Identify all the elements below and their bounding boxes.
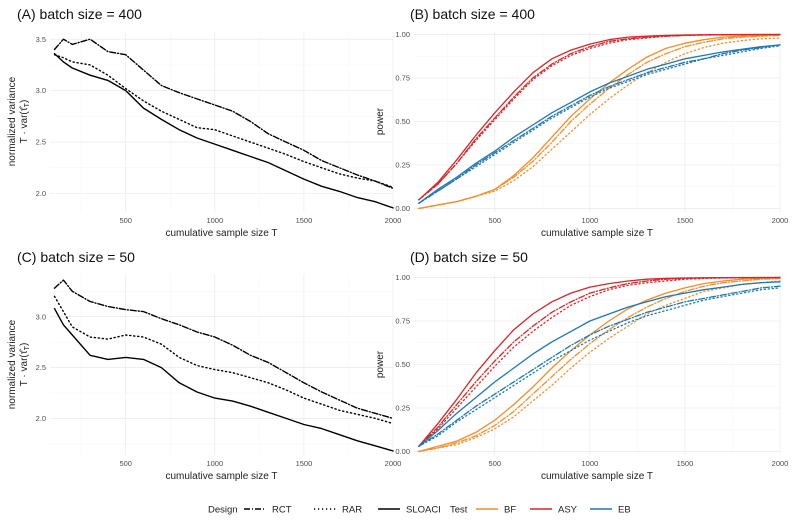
y-tick-label: 2.5: [36, 363, 46, 372]
x-tick-label: 1000: [206, 459, 223, 468]
series-line-eb-sloaci: [418, 281, 781, 447]
x-axis-title: cumulative sample size T: [165, 471, 277, 482]
y-tick-label: 3.5: [36, 35, 46, 44]
x-tick-label: 1500: [677, 216, 694, 225]
legend-design-title: Design: [208, 505, 238, 516]
series-line-asy-sloaci: [418, 33, 781, 201]
y-axis-title: power: [375, 350, 386, 378]
series-line-eb-rct: [418, 285, 781, 447]
series-line-rar: [53, 295, 394, 425]
x-tick-label: 2000: [772, 216, 789, 225]
legend-label-bf: BF: [504, 505, 516, 516]
panel-c: 500 1000 1500 2000 2.0 2.5 3.0 (C) batch size =…: [7, 249, 401, 482]
series-line-eb-sloaci: [418, 44, 781, 204]
legend-test-title: Test: [450, 505, 468, 516]
x-tick-label: 500: [489, 216, 502, 225]
x-tick-label: 1500: [296, 459, 313, 468]
y-tick-label: 2.0: [36, 414, 46, 423]
x-tick-label: 1500: [296, 216, 313, 225]
legend-label-sloaci: SLOACI: [406, 505, 441, 516]
x-axis-title: cumulative sample size T: [541, 471, 653, 482]
series-line-bf-sloaci: [418, 277, 781, 453]
panel-a: 500 1000 1500 2000 2.0 2.5 3.0 3.5 (A) batch siz…: [7, 6, 401, 239]
legend-label-rct: RCT: [272, 505, 292, 516]
series-line-bf-rct: [418, 277, 781, 453]
y-tick-label: 0.50: [395, 360, 410, 369]
legend-label-eb: EB: [618, 505, 631, 516]
x-axis-title: cumulative sample size T: [541, 228, 653, 239]
x-tick-label: 1500: [677, 459, 694, 468]
series-line-asy-rar: [418, 33, 781, 201]
y-axis-subtitle: T · var(τ̂T): [18, 100, 31, 144]
series-line-eb-rar: [418, 45, 781, 204]
series-line-asy-sloaci: [418, 276, 781, 447]
series-line-bf-rar: [418, 280, 781, 453]
panel-b: 500 1000 1500 2000 0.00 0.25 0.50 0.75 1.00(B) b…: [375, 6, 788, 239]
series-line-rar: [53, 54, 394, 188]
x-tick-label: 2000: [385, 459, 402, 468]
y-tick-label: 0.25: [395, 161, 410, 170]
x-tick-label: 1000: [582, 216, 599, 225]
x-tick-label: 500: [489, 459, 502, 468]
y-axis-title: normalized variance: [7, 319, 18, 409]
series-line-eb-rct: [418, 44, 781, 204]
x-tick-label: 1000: [582, 459, 599, 468]
series-line-rct: [53, 38, 394, 189]
x-axis-title: cumulative sample size T: [165, 228, 277, 239]
series-line-sloaci: [53, 307, 394, 452]
x-tick-label: 500: [119, 216, 132, 225]
series-line-bf-rct: [418, 34, 781, 210]
x-tick-label: 2000: [385, 216, 402, 225]
panels: 500 1000 1500 2000 2.0 2.5 3.0 3.5 (A) batch siz…: [7, 6, 788, 482]
legend-label-asy: ASY: [558, 505, 578, 516]
y-axis-title: power: [375, 107, 386, 135]
legend-label-rar: RAR: [342, 505, 362, 516]
x-tick-label: 500: [119, 459, 132, 468]
y-tick-label: 2.0: [36, 189, 46, 198]
panel-title: (C) batch size = 50: [17, 249, 135, 265]
y-tick-label: 0.75: [395, 317, 410, 326]
legend: Design RCT RAR SLOACI Test BF ASY EB: [208, 505, 631, 516]
x-tick-label: 1000: [206, 216, 223, 225]
y-tick-label: 3.0: [36, 86, 46, 95]
y-tick-label: 0.75: [395, 74, 410, 83]
panel-d: 500 1000 1500 2000 0.00 0.25 0.50 0.75 1.00(D) b…: [375, 249, 788, 482]
series-line-rct: [53, 279, 394, 420]
series-line-sloaci: [53, 52, 394, 209]
y-tick-label: 2.5: [36, 138, 46, 147]
y-tick-label: 0.00: [395, 447, 410, 456]
panel-title: (A) batch size = 400: [17, 6, 142, 22]
y-axis-subtitle: T · var(τ̂T): [18, 343, 31, 387]
y-tick-label: 0.00: [395, 204, 410, 213]
panel-title: (B) batch size = 400: [410, 6, 535, 22]
y-tick-label: 3.0: [36, 312, 46, 321]
y-tick-label: 1.00: [395, 273, 410, 282]
series-line-eb-rar: [418, 287, 781, 447]
y-tick-label: 0.25: [395, 404, 410, 413]
y-axis-title: normalized variance: [7, 76, 18, 166]
panel-title: (D) batch size = 50: [410, 249, 528, 265]
y-tick-label: 1.00: [395, 30, 410, 39]
x-tick-label: 2000: [772, 459, 789, 468]
y-tick-label: 0.50: [395, 117, 410, 126]
